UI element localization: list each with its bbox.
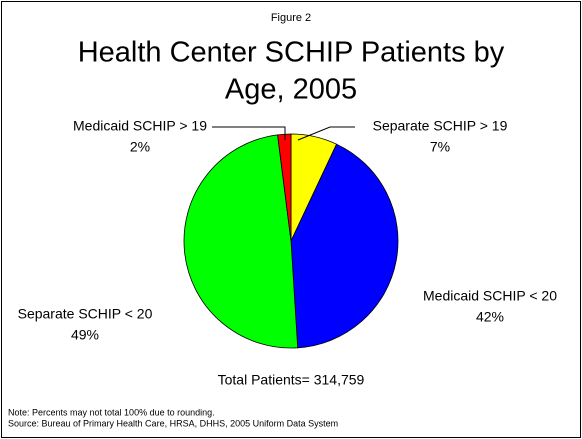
note: Note: Percents may not total 100% due to… <box>8 407 215 417</box>
slice-value-label: 42% <box>476 309 504 325</box>
total-label: Total Patients= 314,759 <box>218 372 365 388</box>
slice-label: Medicaid SCHIP > 19 <box>73 118 207 134</box>
figure-label: Figure 2 <box>271 12 311 24</box>
leader-line <box>212 126 286 140</box>
slice-value-label: 2% <box>130 139 150 155</box>
note: Source: Bureau of Primary Health Care, H… <box>8 418 338 428</box>
pie-slice <box>183 134 299 349</box>
chart-title: Health Center SCHIP Patients by <box>78 37 505 69</box>
slice-label: Medicaid SCHIP < 20 <box>423 288 557 304</box>
slice-label: Separate SCHIP < 20 <box>18 306 153 322</box>
chart-title: Age, 2005 <box>225 74 357 106</box>
pie-slice <box>277 133 292 242</box>
leader-line <box>297 126 355 141</box>
slice-label: Separate SCHIP > 19 <box>373 118 508 134</box>
slice-value-label: 49% <box>71 327 99 343</box>
slice-value-label: 7% <box>430 139 450 155</box>
pie-slice <box>290 143 399 349</box>
